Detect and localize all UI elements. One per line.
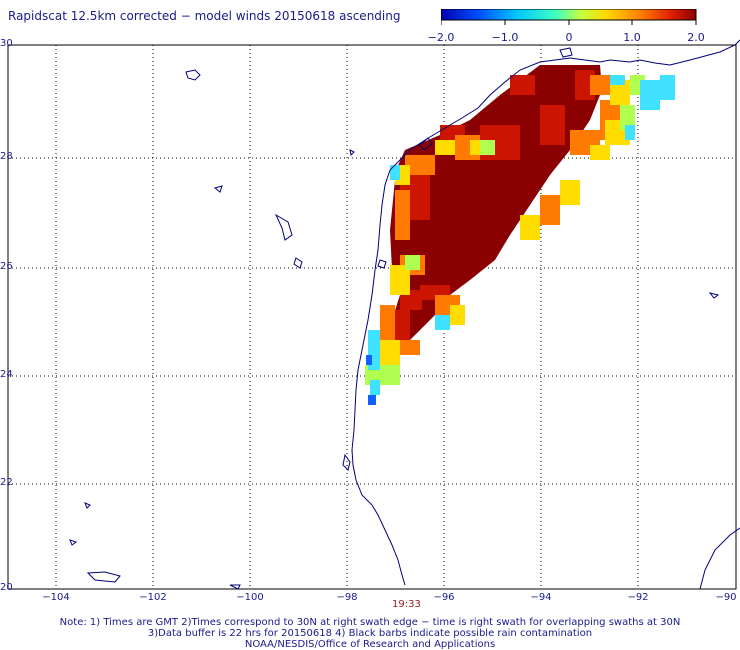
colorbar-tick: 1.0	[623, 31, 641, 44]
lon-label: −94	[530, 592, 552, 603]
lat-label: 20	[0, 582, 13, 593]
note-line: NOAA/NESDIS/Office of Research and Appli…	[244, 639, 496, 650]
swath-cyan-patches	[368, 75, 675, 395]
inland-lake	[708, 292, 720, 299]
inland-lake	[185, 69, 201, 81]
lat-label: 26	[0, 261, 13, 272]
coast-inlet	[377, 259, 387, 269]
coastlines	[69, 39, 740, 590]
coast-inlet	[342, 453, 351, 471]
lat-label: 28	[0, 151, 13, 162]
lat-label: 30	[0, 38, 13, 49]
colorbar-tick: 2.0	[687, 31, 705, 44]
inland-lake	[349, 149, 355, 157]
colorbar-tick: −2.0	[427, 31, 455, 44]
lon-label: −102	[139, 592, 167, 603]
inland-lake	[86, 571, 121, 583]
note-line: 3)Data buffer is 22 hrs for 20150618 4) …	[147, 628, 593, 639]
colorbar-tick: −1.0	[491, 31, 519, 44]
plot-frame	[7, 44, 737, 590]
lon-label: −96	[433, 592, 455, 603]
coast-inlet	[559, 47, 573, 58]
time-label: 19:33	[392, 599, 421, 610]
swath-blue-cell	[366, 355, 372, 365]
lon-label: −98	[336, 592, 358, 603]
lat-label: 22	[0, 477, 13, 488]
lon-label: −92	[627, 592, 649, 603]
swath-blue-cell	[368, 395, 376, 405]
swath-cells	[365, 65, 675, 405]
lat-label: 24	[0, 369, 13, 380]
inland-lake	[293, 257, 303, 269]
inland-lake	[229, 584, 241, 590]
map-title: Rapidscat 12.5km corrected − model winds…	[8, 9, 401, 23]
lon-label: −100	[236, 592, 264, 603]
colorbar: −2.0 −1.0 0 1.0 2.0	[428, 8, 705, 44]
colorbar-tick: 0	[565, 31, 573, 44]
inland-lake	[213, 185, 223, 193]
colorbar-ramp	[440, 8, 697, 25]
lon-label: −104	[42, 592, 70, 603]
note-line: Note: 1) Times are GMT 2)Times correspon…	[59, 617, 681, 628]
lon-label: −90	[715, 592, 737, 603]
coast-inlet	[419, 137, 433, 151]
gulf-coastline	[351, 39, 740, 586]
inland-lake	[84, 502, 91, 509]
inland-lake	[69, 539, 78, 546]
inland-lake	[274, 213, 293, 241]
yucatan-coast	[699, 527, 740, 590]
